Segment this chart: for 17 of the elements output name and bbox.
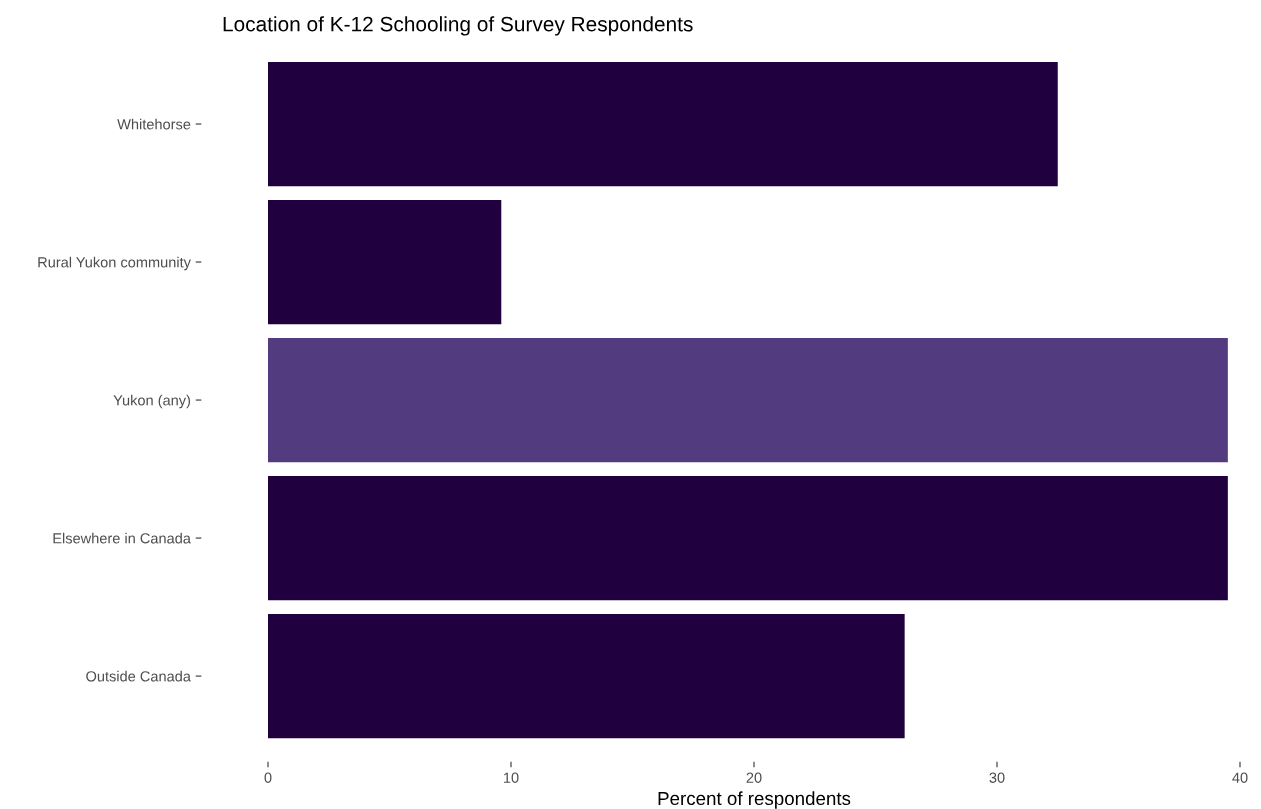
x-tick-label: 30 bbox=[989, 772, 1005, 783]
x-tick-label: 0 bbox=[264, 772, 272, 783]
y-tick-label: Yukon (any) bbox=[113, 394, 191, 409]
bar bbox=[268, 61, 1058, 187]
y-tick-label: Whitehorse bbox=[117, 118, 191, 130]
x-tick-label: 40 bbox=[1232, 772, 1248, 783]
bar bbox=[268, 613, 905, 739]
bar bbox=[268, 337, 1228, 463]
y-tick-label: Rural Yukon community bbox=[38, 256, 191, 271]
x-tick-label: 10 bbox=[504, 772, 519, 783]
y-tick-label: Elsewhere in Canada bbox=[53, 532, 191, 544]
chart-title: Location of K-12 Schooling of Survey Respondents bbox=[223, 16, 693, 36]
x-tick-label: 20 bbox=[746, 772, 762, 783]
y-tick-label: Outside Canada bbox=[86, 670, 191, 682]
bar bbox=[268, 475, 1228, 601]
bar bbox=[268, 199, 502, 325]
x-axis-title: Percent of respondents bbox=[658, 791, 851, 809]
